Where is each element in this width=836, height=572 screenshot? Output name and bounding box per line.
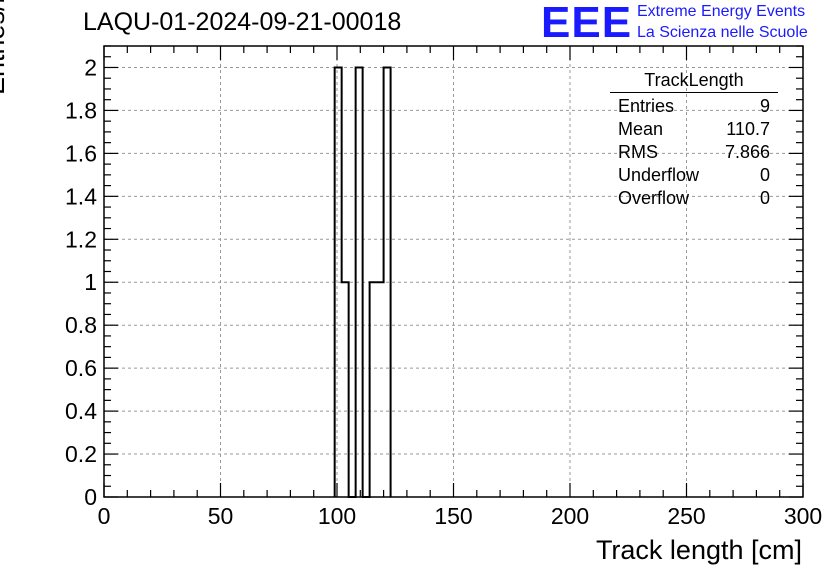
x-axis-label: Track length [cm] [595,535,802,565]
y-tick-label: 0.2 [65,441,97,467]
tick-labels: 0 50 100 150 200 250 30000.20.40.60.811.21.41.… [65,54,822,529]
stats-label: RMS [618,142,658,162]
histogram-bin [370,282,384,497]
y-tick-label: 1.6 [65,140,97,166]
y-tick-label: 1.8 [65,97,97,123]
grid-lines [104,46,803,497]
x-tick-label: 50 [208,503,234,529]
stats-title: TrackLength [610,70,778,93]
histogram-steps [333,66,392,498]
stats-value: 0 [759,165,770,185]
stats-label: Overflow [618,188,690,208]
stats-row-rms: RMS 7.866 [610,141,778,164]
run-title: LAQU-01-2024-09-21-00018 [83,8,402,36]
histogram-bin [342,282,349,497]
y-tick-label: 0.4 [65,398,97,424]
y-tick-label: 0 [84,484,97,510]
y-tick-label: 1 [84,269,97,295]
x-tick-label: 100 [318,503,356,529]
eee-logo: EEE [541,0,633,47]
stats-label: Entries [618,96,675,116]
y-tick-label: 2 [84,54,97,80]
stats-value: 110.7 [726,119,770,139]
histogram-outline [333,66,392,498]
stats-value: 9 [759,96,770,116]
stats-value: 0 [759,188,770,208]
stats-value: 7.866 [724,142,770,162]
x-tick-label: 0 [98,503,111,529]
x-tick-label: 300 [784,503,822,529]
x-tick-label: 200 [551,503,589,529]
stats-row-entries: Entries 9 [610,95,778,118]
y-axis-label: Entries/bin [0,0,10,95]
y-tick-label: 0.8 [65,312,97,338]
y-tick-label: 1.2 [65,226,97,252]
x-tick-label: 150 [434,503,472,529]
axis-ticks [103,45,804,498]
stats-row-underflow: Underflow 0 [610,164,778,187]
stats-label: Underflow [618,165,700,185]
stats-label: Mean [618,119,664,139]
stats-row-overflow: Overflow 0 [610,187,778,210]
stats-row-mean: Mean 110.7 [610,118,778,141]
x-tick-label: 250 [667,503,705,529]
org-name-line2: La Scienza nelle Scuole [637,24,808,41]
stats-box: TrackLength Entries 9 Mean 110.7 RMS 7.866 … [610,70,778,210]
org-name-line1: Extreme Energy Events [637,3,806,20]
y-tick-label: 1.4 [65,183,97,209]
y-tick-label: 0.6 [65,355,97,381]
